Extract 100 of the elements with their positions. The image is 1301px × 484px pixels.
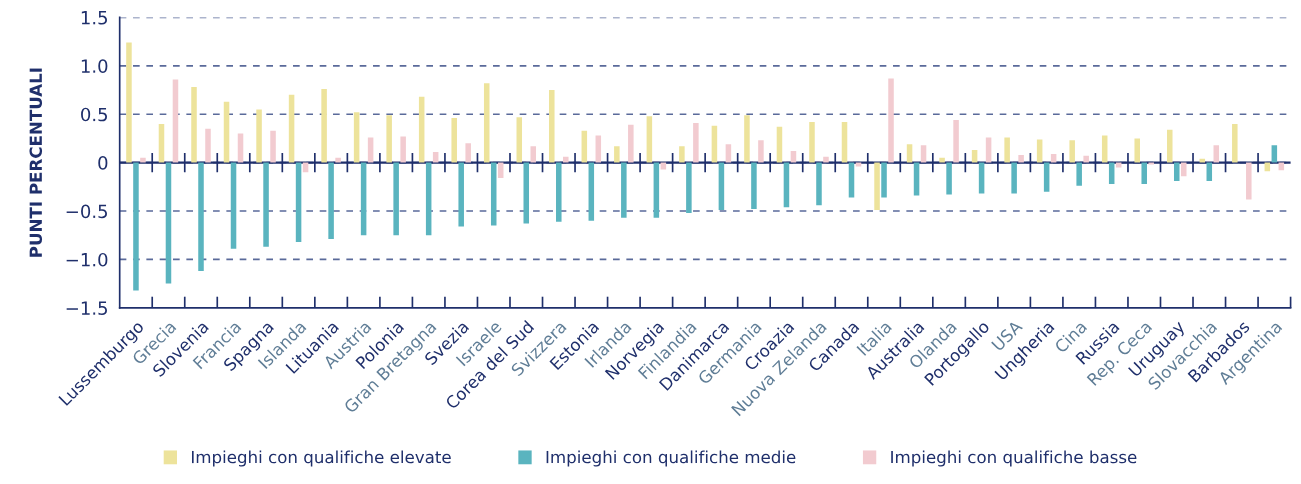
bar xyxy=(751,162,757,210)
bar xyxy=(906,144,913,163)
bar xyxy=(1011,162,1017,194)
bar xyxy=(946,162,952,195)
bar xyxy=(1076,162,1082,186)
bar xyxy=(1004,137,1010,163)
bar xyxy=(1246,162,1252,200)
bar xyxy=(523,162,530,224)
bar xyxy=(725,144,732,163)
bar xyxy=(621,162,627,218)
bar xyxy=(679,146,685,163)
bar xyxy=(530,146,537,163)
bar xyxy=(270,130,276,163)
bar xyxy=(888,78,894,163)
bar xyxy=(223,101,230,163)
bar xyxy=(386,115,392,163)
bar xyxy=(483,83,490,163)
bar xyxy=(451,118,457,163)
bar xyxy=(978,162,985,194)
bar xyxy=(295,162,302,242)
bar xyxy=(172,79,179,163)
bar xyxy=(823,156,829,163)
y-tick-label: 0 xyxy=(98,156,108,170)
legend-label: Impieghi con qualifiche elevate xyxy=(191,450,451,467)
bar xyxy=(418,96,425,163)
bar xyxy=(790,151,797,163)
bar xyxy=(549,90,555,163)
bar xyxy=(353,112,360,163)
bar xyxy=(432,151,439,163)
bar xyxy=(205,128,211,163)
bar xyxy=(718,162,725,211)
bar xyxy=(191,87,197,163)
bar xyxy=(1232,123,1238,163)
bar xyxy=(556,162,562,222)
bar xyxy=(1043,162,1050,192)
bar xyxy=(335,157,341,163)
bar xyxy=(1018,154,1024,163)
bar xyxy=(1167,129,1173,163)
y-tick-label: 1.5 xyxy=(81,11,107,25)
bar xyxy=(256,109,262,163)
bar xyxy=(393,162,399,236)
bar xyxy=(1134,138,1140,163)
bar xyxy=(321,89,327,163)
bar xyxy=(744,115,750,163)
bar xyxy=(809,121,815,163)
legend-label: Impieghi con qualifiche basse xyxy=(891,450,1137,467)
y-tick-label: −1.5 xyxy=(66,301,107,315)
bar xyxy=(881,162,887,198)
bar xyxy=(360,162,367,236)
bar xyxy=(263,162,269,247)
bar xyxy=(588,162,595,221)
bar xyxy=(985,137,992,163)
bar xyxy=(693,122,699,163)
bar xyxy=(1036,139,1043,163)
bar xyxy=(425,162,432,236)
bar xyxy=(595,135,602,163)
bar xyxy=(1083,155,1089,163)
bar xyxy=(1173,162,1180,182)
bar xyxy=(140,157,146,163)
y-tick-label: −0.5 xyxy=(66,204,107,219)
bar xyxy=(628,124,634,163)
bar xyxy=(1271,145,1278,163)
y-tick-label: −1.0 xyxy=(66,252,108,267)
bar xyxy=(288,94,295,163)
bar xyxy=(939,157,945,163)
bar xyxy=(237,133,244,163)
bar xyxy=(1180,162,1187,177)
bar xyxy=(1199,158,1206,163)
bar xyxy=(758,140,764,163)
bar xyxy=(776,126,783,163)
bar xyxy=(563,156,569,163)
bar xyxy=(230,162,237,249)
bar xyxy=(516,117,523,163)
y-tick-label: 1.0 xyxy=(81,59,108,73)
bar xyxy=(711,125,718,163)
bar xyxy=(465,143,471,163)
bar xyxy=(198,162,204,272)
bar xyxy=(614,146,620,163)
bar xyxy=(581,130,588,163)
bar xyxy=(367,137,374,163)
bar xyxy=(165,162,172,284)
bar xyxy=(158,123,165,163)
bar xyxy=(458,162,464,227)
y-tick-label: 0.5 xyxy=(81,107,107,122)
bar xyxy=(328,162,334,240)
bar xyxy=(1050,153,1057,163)
bar xyxy=(841,121,848,163)
bar xyxy=(920,145,927,163)
bar xyxy=(1141,162,1147,184)
bar xyxy=(400,136,406,163)
bar xyxy=(1101,135,1108,163)
legend-label: Impieghi con qualifiche medie xyxy=(546,450,796,467)
bar xyxy=(653,162,660,218)
y-axis-title: PUNTI PERCENTUALI xyxy=(29,68,43,257)
bar xyxy=(816,162,822,206)
bar xyxy=(953,120,959,163)
bar xyxy=(971,150,978,163)
bar xyxy=(490,162,497,226)
bar xyxy=(686,162,692,213)
bar xyxy=(126,42,132,163)
